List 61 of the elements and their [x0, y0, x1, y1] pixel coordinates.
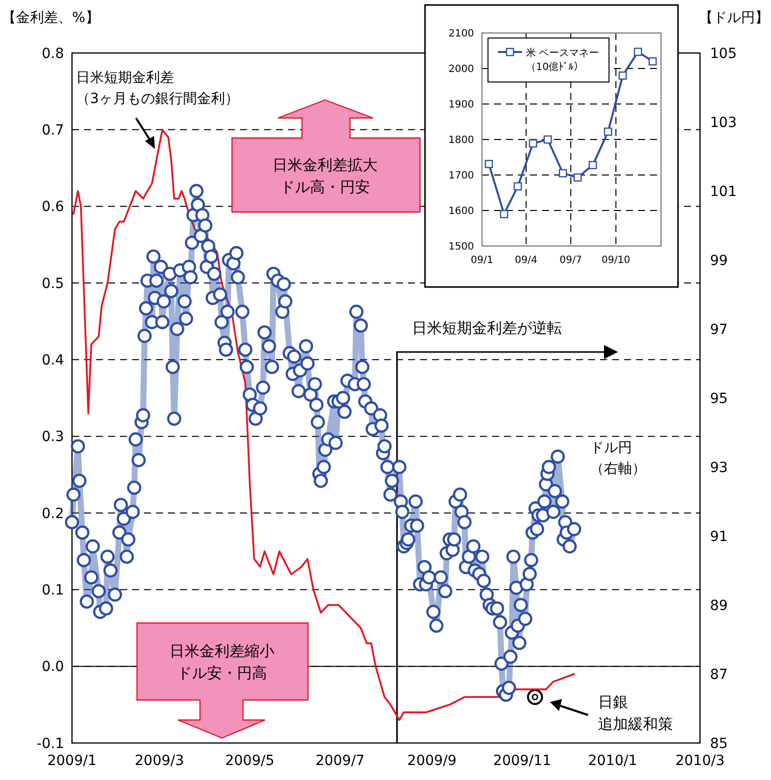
point: [574, 173, 582, 182]
point: [648, 57, 657, 66]
y2-tick-label: 105: [710, 46, 737, 62]
x-tick-label: 09/7: [560, 255, 582, 266]
y-tick-label: 1900: [448, 100, 474, 110]
y2-tick-label: 89: [710, 598, 728, 614]
y2-tick-label: 103: [710, 114, 737, 131]
y2-tick-label: 97: [710, 322, 728, 338]
point: [514, 182, 522, 190]
annotation: 日銀追加緩和策: [598, 693, 673, 733]
y2-axis-title: 【ドル円】: [699, 10, 769, 26]
legend-label: 米 ベースマネー（10億ﾄﾞﾙ）: [526, 47, 600, 73]
y-tick-label: 2100: [448, 28, 474, 40]
series-label: ドル円（右軸）: [590, 440, 646, 477]
x-tick-label: 2009/5: [225, 753, 274, 769]
x-tick-label: 2009/1: [47, 753, 97, 769]
point: [604, 128, 612, 136]
y-tick-label: 0.0: [42, 659, 64, 676]
y-tick-label: 0.2: [42, 506, 64, 522]
y-tick-label: 1800: [448, 135, 474, 146]
point: [588, 160, 597, 170]
point: [558, 169, 568, 178]
y2-tick-label: 95: [710, 390, 728, 407]
y-tick-label: 0.3: [42, 429, 64, 446]
x-tick-label: 2009/7: [315, 753, 365, 769]
point: [544, 135, 552, 144]
y2-tick-label: 87: [710, 666, 728, 683]
y-tick-label: 0.1: [42, 582, 64, 599]
x-tick-label: 09/1: [470, 255, 494, 266]
y2-tick-label: 93: [710, 460, 728, 476]
annotation: 日米短期金利差が逆転: [412, 319, 562, 337]
x-tick-label: 2009/9: [407, 753, 457, 769]
y-tick-label: -0.1: [36, 736, 64, 752]
y-tick-label: 0.8: [42, 46, 64, 62]
annotation: 日米金利差拡大ドル高・円安: [272, 156, 378, 196]
x-tick-label: 09/4: [514, 255, 538, 266]
x-tick-label: 09/10: [601, 255, 630, 266]
y-tick-label: 2000: [448, 64, 474, 75]
y2-tick-label: 91: [710, 528, 728, 545]
y-tick-label: 0.7: [42, 122, 64, 139]
point: [528, 139, 538, 148]
x-tick-label: 2009/11: [493, 753, 552, 769]
text: 日米短期金利差（3ヶ月もの銀行間金利）: [76, 70, 239, 107]
y-axis-title: 【金利差、%】: [2, 10, 100, 26]
x-tick-label: 2010/1: [588, 753, 638, 769]
y-tick-label: 1700: [448, 170, 474, 182]
x-tick-label: 2010/3: [675, 753, 725, 769]
y-tick-label: 0.5: [42, 276, 64, 292]
y2-tick-label: 101: [710, 184, 737, 200]
y2-tick-label: 99: [710, 252, 728, 269]
x-tick-label: 2009/3: [134, 753, 184, 769]
point: [484, 160, 493, 168]
annotation: 日米金利差縮小ドル安・円高: [170, 642, 274, 682]
point: [500, 210, 508, 218]
point: [634, 48, 642, 56]
y2-tick-label: 85: [710, 736, 728, 752]
y-tick-label: 0.6: [42, 199, 64, 216]
y-tick-label: 1500: [448, 242, 474, 252]
y-tick-label: 0.4: [42, 352, 64, 369]
y-tick-label: 1600: [448, 206, 474, 217]
point: [618, 72, 627, 80]
